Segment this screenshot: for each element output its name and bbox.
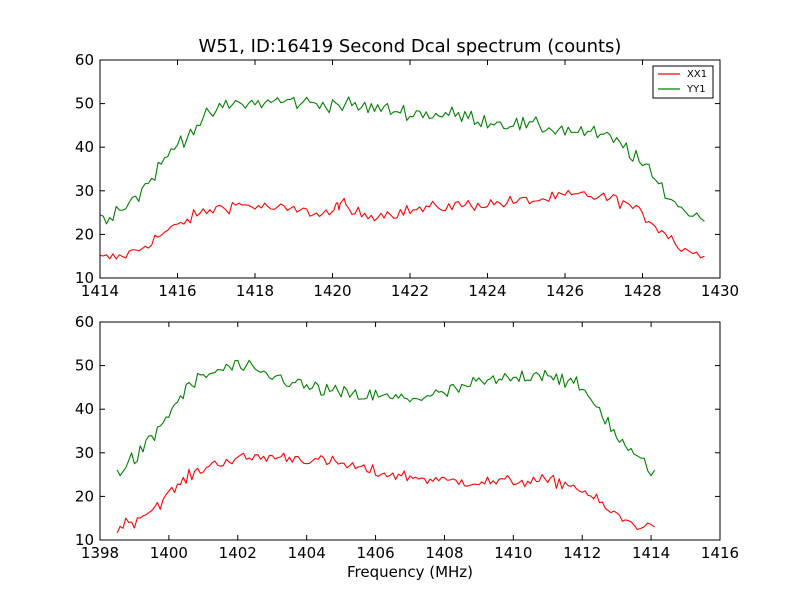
y-tick-label: 60 [75, 313, 94, 331]
y-tick-label: 20 [75, 487, 94, 505]
bottom-plot-area [116, 359, 656, 534]
y-tick-label: 60 [75, 51, 94, 69]
x-tick-label: 1410 [494, 544, 532, 562]
bottom-series-line-series-1 [116, 359, 656, 477]
legend: XX1 YY1 [652, 65, 714, 99]
x-tick-label: 1400 [150, 544, 188, 562]
x-tick-label: 1402 [219, 544, 257, 562]
bottom-series-line-series-0 [116, 452, 655, 534]
x-tick-label: 1414 [81, 282, 119, 300]
legend-label-xx1: XX1 [687, 69, 707, 80]
y-tick-label: 20 [75, 225, 94, 243]
x-tick-label: 1414 [632, 544, 670, 562]
x-tick-label: 1416 [158, 282, 196, 300]
y-tick-label: 10 [75, 531, 94, 549]
top-series-line-yy1 [99, 96, 705, 225]
x-tick-label: 1428 [623, 282, 661, 300]
x-tick-label: 1420 [313, 282, 351, 300]
bottom-spectrum-panel: 1398 1400 1402 1404 1406 1408 1410 1412 1414 1416… [75, 313, 739, 581]
x-tick-label: 1398 [81, 544, 119, 562]
x-tick-label: 1426 [546, 282, 584, 300]
legend-label-yy1: YY1 [686, 84, 706, 95]
x-tick-label: 1404 [288, 544, 326, 562]
top-plot-area [99, 96, 705, 260]
y-tick-label: 30 [75, 444, 94, 462]
x-tick-label: 1416 [701, 544, 739, 562]
bottom-axis-ticks: 1398 1400 1402 1404 1406 1408 1410 1412 1414 1416… [75, 313, 739, 562]
x-tick-label: 1412 [563, 544, 601, 562]
y-tick-label: 40 [75, 400, 94, 418]
top-series-line-xx1 [99, 189, 705, 260]
x-tick-label: 1418 [236, 282, 274, 300]
y-tick-label: 50 [75, 95, 94, 113]
bottom-axes-frame [99, 321, 721, 541]
x-tick-label: 1408 [425, 544, 463, 562]
y-tick-label: 40 [75, 138, 94, 156]
chart-title: W51, ID:16419 Second Dcal spectrum (coun… [199, 36, 622, 57]
top-spectrum-panel: W51, ID:16419 Second Dcal spectrum (coun… [75, 36, 739, 300]
x-tick-label: 1430 [701, 282, 739, 300]
top-axis-ticks: 1414 1416 1418 1420 1422 1424 1426 1428 1430 10 20… [75, 51, 739, 300]
x-tick-label: 1406 [356, 544, 394, 562]
x-axis-label: Frequency (MHz) [347, 563, 473, 581]
legend-box [652, 65, 714, 99]
x-tick-label: 1424 [468, 282, 506, 300]
y-tick-label: 30 [75, 182, 94, 200]
y-tick-label: 10 [75, 269, 94, 287]
y-tick-label: 50 [75, 357, 94, 375]
x-tick-label: 1422 [391, 282, 429, 300]
